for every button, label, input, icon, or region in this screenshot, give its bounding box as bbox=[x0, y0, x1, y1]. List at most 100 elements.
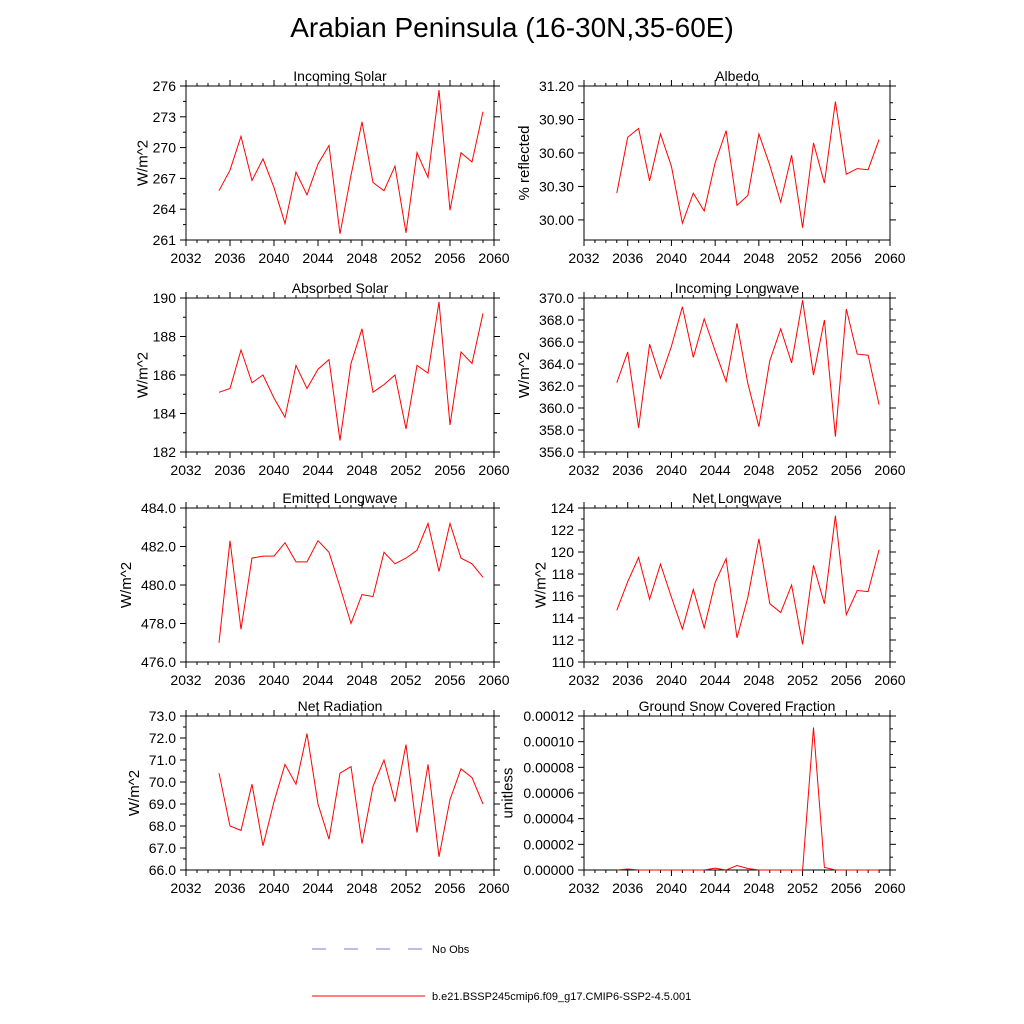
x-tick-label: 2032 bbox=[568, 462, 599, 478]
y-axis-label: W/m^2 bbox=[516, 352, 533, 398]
panel-7: Ground Snow Covered Fraction 2032 2036 2040… bbox=[500, 698, 906, 896]
x-tick-label: 2044 bbox=[302, 250, 333, 266]
x-tick-label: 2044 bbox=[302, 672, 333, 688]
panel-title: Net Longwave bbox=[692, 490, 782, 506]
y-tick-label: 0.00000 bbox=[523, 862, 574, 878]
panel-6: Net Radiation 2032 2036 2040 2044 2048 2052 205… bbox=[126, 698, 510, 896]
plot-frame bbox=[583, 715, 891, 871]
y-tick-label: 66.0 bbox=[149, 862, 176, 878]
series-line bbox=[616, 727, 880, 871]
x-tick-label: 2060 bbox=[478, 250, 509, 266]
x-tick-label: 2048 bbox=[743, 462, 774, 478]
y-tick-label: 116 bbox=[552, 588, 575, 604]
panel-2: Absorbed Solar 2032 2036 2040 2044 2048 2052 20… bbox=[134, 280, 509, 478]
x-tick-label: 2060 bbox=[874, 880, 905, 896]
y-tick-label: 264 bbox=[153, 201, 177, 217]
y-tick-label: 362.0 bbox=[539, 378, 574, 394]
x-tick-label: 2044 bbox=[700, 250, 731, 266]
y-axis-label: W/m^2 bbox=[532, 562, 549, 608]
y-tick-label: 276 bbox=[153, 78, 177, 94]
y-tick-label: 118 bbox=[552, 566, 575, 582]
x-tick-label: 2044 bbox=[700, 880, 731, 896]
y-tick-label: 71.0 bbox=[149, 752, 176, 768]
x-tick-label: 2048 bbox=[743, 672, 774, 688]
x-tick-label: 2044 bbox=[700, 672, 731, 688]
y-tick-label: 68.0 bbox=[149, 818, 176, 834]
y-tick-label: 73.0 bbox=[149, 708, 176, 724]
series-line bbox=[616, 101, 880, 228]
x-tick-label: 2048 bbox=[743, 250, 774, 266]
x-tick-label: 2056 bbox=[831, 672, 862, 688]
x-tick-label: 2056 bbox=[434, 880, 465, 896]
y-tick-label: 0.00004 bbox=[523, 811, 574, 827]
panel-title: Net Radiation bbox=[298, 698, 383, 714]
y-tick-label: 122 bbox=[551, 522, 575, 538]
x-tick-label: 2048 bbox=[346, 672, 377, 688]
x-tick-label: 2056 bbox=[831, 250, 862, 266]
y-tick-label: 484.0 bbox=[141, 500, 176, 516]
y-tick-label: 0.00012 bbox=[523, 708, 574, 724]
series-line bbox=[218, 90, 484, 234]
x-tick-label: 2052 bbox=[390, 672, 421, 688]
y-tick-label: 368.0 bbox=[539, 312, 574, 328]
legend-label: b.e21.BSSP245cmip6.f09_g17.CMIP6-SSP2-4.… bbox=[432, 991, 691, 1003]
plot-frame bbox=[583, 507, 891, 663]
x-tick-label: 2048 bbox=[346, 250, 377, 266]
y-tick-label: 273 bbox=[153, 109, 177, 125]
x-tick-label: 2036 bbox=[612, 880, 643, 896]
y-tick-label: 69.0 bbox=[149, 796, 176, 812]
y-tick-label: 188 bbox=[153, 329, 177, 345]
x-tick-label: 2040 bbox=[656, 250, 687, 266]
y-tick-label: 0.00002 bbox=[523, 836, 574, 852]
y-axis-label: W/m^2 bbox=[134, 352, 151, 398]
y-tick-label: 478.0 bbox=[141, 616, 176, 632]
panel-4: Emitted Longwave 2032 2036 2040 2044 2048 2052… bbox=[118, 490, 510, 688]
x-tick-label: 2036 bbox=[214, 880, 245, 896]
x-tick-label: 2036 bbox=[214, 250, 245, 266]
y-tick-label: 482.0 bbox=[141, 539, 176, 555]
y-tick-label: 0.00010 bbox=[523, 734, 574, 750]
y-tick-label: 0.00008 bbox=[523, 759, 574, 775]
y-tick-label: 31.20 bbox=[539, 78, 574, 94]
x-tick-label: 2032 bbox=[170, 250, 201, 266]
y-tick-label: 30.60 bbox=[539, 145, 574, 161]
y-tick-label: 184 bbox=[153, 406, 177, 422]
plot-frame bbox=[185, 715, 495, 871]
panel-5: Net Longwave 2032 2036 2040 2044 2048 2052 2056… bbox=[532, 490, 905, 688]
series-line bbox=[616, 515, 880, 645]
plot-frame bbox=[583, 85, 891, 241]
y-tick-label: 0.00006 bbox=[523, 785, 574, 801]
x-tick-label: 2056 bbox=[434, 672, 465, 688]
x-tick-label: 2060 bbox=[874, 250, 905, 266]
panel-title: Albedo bbox=[715, 68, 759, 84]
x-tick-label: 2036 bbox=[214, 462, 245, 478]
panel-3: Incoming Longwave 2032 2036 2040 2044 2048 205… bbox=[516, 280, 906, 478]
x-tick-label: 2056 bbox=[831, 880, 862, 896]
x-tick-label: 2040 bbox=[656, 462, 687, 478]
series-line bbox=[218, 521, 484, 643]
chart-main-title: Arabian Peninsula (16-30N,35-60E) bbox=[290, 12, 734, 43]
y-tick-label: 112 bbox=[552, 632, 575, 648]
x-tick-label: 2048 bbox=[743, 880, 774, 896]
x-tick-label: 2056 bbox=[831, 462, 862, 478]
y-tick-label: 124 bbox=[551, 500, 575, 516]
y-tick-label: 190 bbox=[153, 290, 177, 306]
y-tick-label: 186 bbox=[153, 367, 177, 383]
y-tick-label: 114 bbox=[552, 610, 575, 626]
y-tick-label: 360.0 bbox=[539, 400, 574, 416]
y-axis-label: W/m^2 bbox=[134, 140, 151, 186]
x-tick-label: 2048 bbox=[346, 880, 377, 896]
x-tick-label: 2052 bbox=[787, 462, 818, 478]
panel-title: Incoming Solar bbox=[293, 68, 387, 84]
x-tick-label: 2032 bbox=[170, 462, 201, 478]
y-axis-label: W/m^2 bbox=[126, 770, 143, 816]
x-tick-label: 2032 bbox=[568, 880, 599, 896]
y-tick-label: 370.0 bbox=[539, 290, 574, 306]
x-tick-label: 2052 bbox=[390, 880, 421, 896]
y-tick-label: 120 bbox=[551, 544, 575, 560]
x-tick-label: 2032 bbox=[568, 672, 599, 688]
x-tick-label: 2036 bbox=[612, 462, 643, 478]
x-tick-label: 2032 bbox=[170, 672, 201, 688]
x-tick-label: 2040 bbox=[258, 462, 289, 478]
